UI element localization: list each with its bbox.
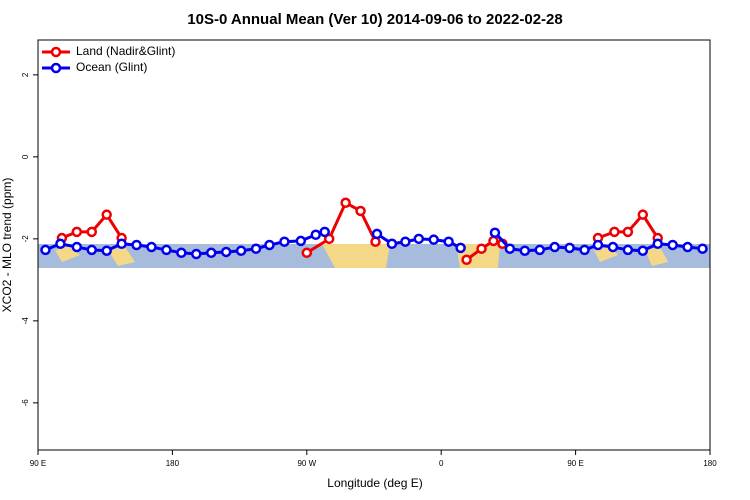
data-point xyxy=(637,245,649,256)
data-point xyxy=(250,243,262,254)
data-point xyxy=(607,241,619,253)
x-tick-label: 0 xyxy=(439,459,444,468)
data-point xyxy=(40,244,51,256)
data-point xyxy=(355,205,366,217)
data-point xyxy=(279,236,290,247)
data-point xyxy=(301,247,313,259)
data-point xyxy=(428,234,439,245)
data-point xyxy=(413,233,425,245)
data-point xyxy=(476,243,487,254)
x-tick-label: 90 W xyxy=(297,459,316,468)
y-tick-label: -6 xyxy=(21,399,30,407)
data-point xyxy=(622,226,634,238)
x-tick-label: 90 E xyxy=(567,459,583,468)
data-point xyxy=(488,235,499,247)
data-point xyxy=(340,197,351,209)
y-tick-label: 2 xyxy=(21,72,30,77)
data-point xyxy=(564,242,575,254)
data-point xyxy=(116,238,127,250)
data-point xyxy=(220,246,232,258)
data-point xyxy=(667,239,678,251)
x-axis-label: Longitude (deg E) xyxy=(327,476,422,490)
data-point xyxy=(146,241,157,253)
land-patch xyxy=(55,244,668,268)
y-tick-label: 0 xyxy=(21,154,30,159)
data-point xyxy=(682,241,693,253)
data-point xyxy=(235,245,247,256)
y-tick-label: -4 xyxy=(21,317,30,325)
data-point xyxy=(264,239,275,251)
chart-title: 10S-0 Annual Mean (Ver 10) 2014-09-06 to… xyxy=(187,11,562,28)
data-point xyxy=(461,254,472,266)
data-point xyxy=(71,226,83,238)
data-point xyxy=(489,227,501,238)
data-point xyxy=(205,247,217,259)
data-point xyxy=(519,245,531,256)
legend-label: Land (Nadir&Glint) xyxy=(76,44,175,58)
data-point xyxy=(609,226,620,238)
data-point xyxy=(579,244,590,256)
data-point xyxy=(71,241,83,253)
x-tick-label: 180 xyxy=(703,459,717,468)
y-tick-label: -2 xyxy=(21,235,30,243)
data-point xyxy=(101,209,112,220)
data-point xyxy=(101,245,112,256)
data-point xyxy=(310,229,322,240)
data-point xyxy=(622,244,634,256)
data-point xyxy=(131,239,142,251)
data-point xyxy=(534,244,546,256)
data-point xyxy=(504,243,516,254)
data-point xyxy=(323,233,335,245)
data-point xyxy=(455,242,466,254)
plot-frame xyxy=(37,39,711,451)
data-point xyxy=(386,238,398,250)
data-point xyxy=(697,243,708,254)
data-point xyxy=(191,248,202,260)
legend-label: Ocean (Glint) xyxy=(76,60,147,74)
data-point xyxy=(652,238,663,250)
x-tick-label: 90 E xyxy=(30,459,46,468)
data-point xyxy=(637,209,649,220)
data-point xyxy=(176,247,187,259)
legend-marker xyxy=(50,46,62,58)
data-point xyxy=(371,228,383,240)
data-point xyxy=(400,236,411,247)
y-axis-label: XCO2 - MLO trend (ppm) xyxy=(0,178,14,313)
x-tick-label: 180 xyxy=(166,459,180,468)
data-point xyxy=(549,241,560,253)
data-point xyxy=(443,236,454,247)
data-point xyxy=(295,235,307,247)
data-point xyxy=(86,226,98,238)
legend-marker xyxy=(50,62,62,74)
data-point xyxy=(592,239,604,251)
data-point xyxy=(161,244,172,256)
data-point xyxy=(55,238,66,250)
data-point xyxy=(86,244,98,256)
data-point xyxy=(319,226,330,238)
